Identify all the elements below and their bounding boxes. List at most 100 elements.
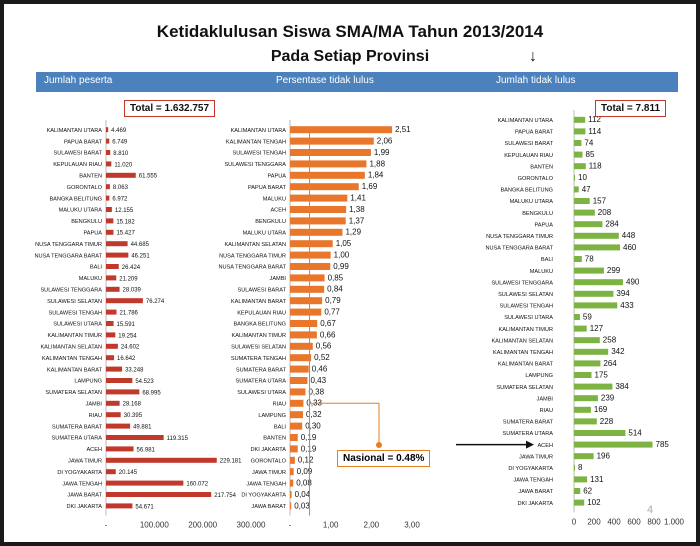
category-label-tidak-lulus: NUSA TENGGARA BARAT bbox=[485, 246, 553, 252]
category-label-persentase: JAWA TIMUR bbox=[252, 470, 286, 476]
category-label-persentase: KALIMANTAN UTARA bbox=[231, 128, 287, 134]
value-label-persentase: 1,29 bbox=[345, 228, 361, 237]
tick-label-peserta: 100.000 bbox=[140, 521, 169, 530]
bar-persentase bbox=[290, 297, 323, 305]
value-label-persentase: 0,77 bbox=[324, 308, 340, 317]
value-label-persentase: 0,66 bbox=[320, 330, 336, 339]
bar-tidak-lulus bbox=[574, 372, 592, 378]
value-label-peserta: 4.469 bbox=[111, 128, 127, 134]
category-label-persentase: MALUKU UTARA bbox=[243, 231, 287, 237]
value-label-peserta: 8.810 bbox=[113, 151, 129, 157]
category-label-peserta: SUMATERA BARAT bbox=[52, 424, 103, 430]
value-label-persentase: 1,38 bbox=[349, 205, 365, 214]
category-label-persentase: BANTEN bbox=[263, 436, 286, 442]
bar-peserta bbox=[106, 332, 116, 338]
tick-label-persentase: 1,00 bbox=[323, 521, 339, 530]
bar-peserta bbox=[106, 378, 133, 383]
category-label-peserta: SUMATERA SELATAN bbox=[45, 390, 102, 396]
category-label-peserta: SULAWESI SELATAN bbox=[47, 299, 102, 305]
value-label-tidak-lulus: 169 bbox=[594, 405, 608, 414]
category-label-peserta: BANTEN bbox=[79, 174, 102, 180]
value-label-peserta: 6.749 bbox=[112, 140, 128, 146]
value-label-tidak-lulus: 394 bbox=[616, 289, 630, 298]
value-label-tidak-lulus: 8 bbox=[578, 463, 583, 472]
bar-persentase bbox=[290, 206, 347, 213]
category-label-peserta: KALIMANTAN TIMUR bbox=[48, 333, 103, 339]
category-label-peserta: MALUKU UTARA bbox=[59, 208, 103, 214]
bar-persentase bbox=[290, 274, 325, 282]
category-label-tidak-lulus: JAWA TIMUR bbox=[519, 454, 553, 460]
category-label-persentase: BALI bbox=[274, 424, 287, 430]
category-label-persentase: SUMATERA TENGAH bbox=[231, 356, 286, 362]
bar-tidak-lulus bbox=[574, 279, 623, 286]
bar-peserta bbox=[106, 423, 131, 429]
value-label-tidak-lulus: 239 bbox=[601, 394, 615, 403]
category-label-peserta: KALIMANTAN UTARA bbox=[47, 128, 103, 134]
category-label-persentase: KALIMANTAN TIMUR bbox=[232, 333, 287, 339]
category-label-tidak-lulus: BANTEN bbox=[530, 164, 553, 170]
value-label-peserta: 54.671 bbox=[135, 504, 154, 510]
category-label-persentase: KALIMANTAN BARAT bbox=[231, 299, 287, 305]
value-label-peserta: 19.254 bbox=[118, 333, 137, 339]
category-label-tidak-lulus: SULAWESI TENGAH bbox=[500, 304, 553, 310]
category-label-persentase: BANGKA BELITUNG bbox=[233, 322, 286, 328]
category-label-tidak-lulus: KALIMANTAN SELATAN bbox=[491, 338, 553, 344]
value-label-tidak-lulus: 208 bbox=[598, 208, 612, 217]
category-label-peserta: JAWA BARAT bbox=[67, 493, 102, 499]
value-label-peserta: 54.523 bbox=[135, 379, 154, 385]
value-label-persentase: 0,56 bbox=[316, 342, 332, 351]
category-label-peserta: JAWA TIMUR bbox=[68, 459, 102, 465]
category-label-tidak-lulus: KEPULAUAN RIAU bbox=[504, 153, 553, 159]
bar-peserta bbox=[106, 321, 114, 326]
value-label-peserta: 28.168 bbox=[123, 402, 142, 408]
bar-tidak-lulus bbox=[574, 267, 604, 274]
category-label-tidak-lulus: GORONTALO bbox=[518, 176, 554, 182]
bar-persentase bbox=[290, 320, 318, 327]
value-label-tidak-lulus: 384 bbox=[615, 382, 629, 391]
value-label-peserta: 44.685 bbox=[131, 242, 150, 248]
value-label-peserta: 30.395 bbox=[124, 413, 143, 419]
category-label-persentase: DI YOGYAKARTA bbox=[241, 493, 286, 499]
bar-peserta bbox=[106, 355, 115, 361]
category-label-tidak-lulus: KALIMANTAN UTARA bbox=[498, 118, 554, 124]
bar-persentase bbox=[290, 240, 333, 248]
category-label-persentase: JAMBI bbox=[270, 276, 287, 282]
value-label-peserta: 12.155 bbox=[115, 208, 134, 214]
value-label-persentase: 1,69 bbox=[362, 182, 378, 191]
category-label-peserta: SULAWESI TENGGARA bbox=[40, 288, 102, 294]
category-label-peserta: PAPUA bbox=[83, 231, 102, 237]
value-label-peserta: 11.020 bbox=[114, 162, 133, 168]
tick-label-tidak-lulus: 200 bbox=[587, 517, 601, 526]
value-label-peserta: 217.754 bbox=[214, 493, 236, 499]
value-label-persentase: 0,19 bbox=[301, 433, 317, 442]
bar-tidak-lulus bbox=[574, 464, 575, 471]
value-label-peserta: 76.274 bbox=[146, 299, 165, 305]
category-label-peserta: JAMBI bbox=[86, 402, 103, 408]
bar-tidak-lulus bbox=[574, 244, 620, 251]
bar-peserta bbox=[106, 446, 134, 452]
value-label-persentase: 1,37 bbox=[349, 216, 365, 225]
value-label-peserta: 26.424 bbox=[122, 265, 141, 271]
bar-peserta bbox=[106, 275, 117, 281]
tick-label-peserta: 200.000 bbox=[188, 521, 217, 530]
value-label-persentase: 0,52 bbox=[314, 353, 330, 362]
charts-canvas: KALIMANTAN UTARA 4.469 PAPUA BARAT 6.749 SUL… bbox=[34, 110, 685, 530]
bar-peserta bbox=[106, 469, 116, 475]
value-label-persentase: 1,05 bbox=[336, 239, 352, 248]
value-label-peserta: 28.039 bbox=[123, 288, 142, 294]
category-label-tidak-lulus: JAWA TENGAH bbox=[513, 478, 553, 484]
value-label-tidak-lulus: 59 bbox=[583, 312, 592, 321]
category-label-persentase: SULAWESI TENGAH bbox=[233, 151, 286, 157]
category-label-persentase: DKI JAKARTA bbox=[250, 447, 286, 453]
bar-peserta bbox=[106, 366, 123, 372]
tick-label-tidak-lulus: 800 bbox=[647, 517, 661, 526]
bar-peserta bbox=[106, 286, 120, 292]
value-label-peserta: 49.881 bbox=[133, 425, 152, 431]
category-label-persentase: NUSA TENGGARA TIMUR bbox=[219, 253, 286, 259]
category-label-persentase: ACEH bbox=[270, 208, 286, 214]
bar-peserta bbox=[106, 150, 111, 155]
value-label-peserta: 56.981 bbox=[137, 447, 156, 453]
bar-persentase bbox=[290, 377, 308, 384]
value-label-persentase: 1,41 bbox=[350, 194, 366, 203]
bar-peserta bbox=[106, 184, 110, 190]
